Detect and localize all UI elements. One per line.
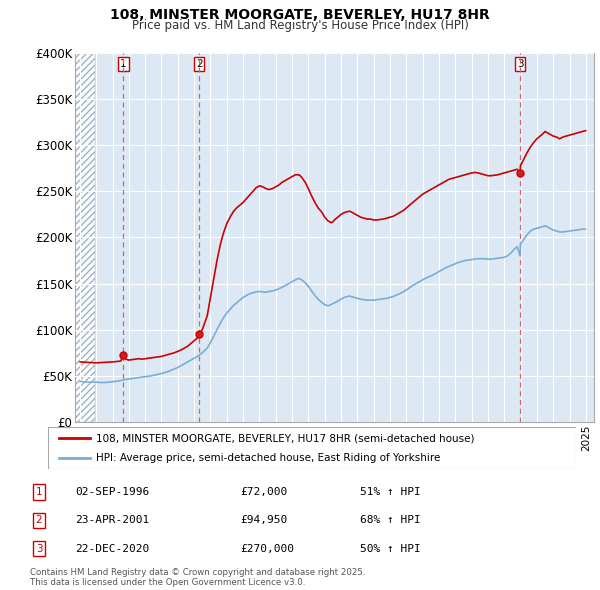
Text: 51% ↑ HPI: 51% ↑ HPI xyxy=(360,487,421,497)
Text: 3: 3 xyxy=(35,543,43,553)
Text: 108, MINSTER MOORGATE, BEVERLEY, HU17 8HR (semi-detached house): 108, MINSTER MOORGATE, BEVERLEY, HU17 8H… xyxy=(95,433,474,443)
Text: 68% ↑ HPI: 68% ↑ HPI xyxy=(360,515,421,525)
Text: £72,000: £72,000 xyxy=(240,487,287,497)
Text: 1: 1 xyxy=(35,487,43,497)
Text: HPI: Average price, semi-detached house, East Riding of Yorkshire: HPI: Average price, semi-detached house,… xyxy=(95,453,440,463)
Text: Contains HM Land Registry data © Crown copyright and database right 2025.
This d: Contains HM Land Registry data © Crown c… xyxy=(30,568,365,587)
Text: 1: 1 xyxy=(120,58,127,68)
Text: 2: 2 xyxy=(35,515,43,525)
Text: 50% ↑ HPI: 50% ↑ HPI xyxy=(360,543,421,553)
Text: 02-SEP-1996: 02-SEP-1996 xyxy=(75,487,149,497)
Text: 108, MINSTER MOORGATE, BEVERLEY, HU17 8HR: 108, MINSTER MOORGATE, BEVERLEY, HU17 8H… xyxy=(110,8,490,22)
Text: 23-APR-2001: 23-APR-2001 xyxy=(75,515,149,525)
Text: £270,000: £270,000 xyxy=(240,543,294,553)
Text: 2: 2 xyxy=(196,58,203,68)
Text: £94,950: £94,950 xyxy=(240,515,287,525)
Text: Price paid vs. HM Land Registry's House Price Index (HPI): Price paid vs. HM Land Registry's House … xyxy=(131,19,469,32)
Text: 22-DEC-2020: 22-DEC-2020 xyxy=(75,543,149,553)
Text: 3: 3 xyxy=(517,58,523,68)
